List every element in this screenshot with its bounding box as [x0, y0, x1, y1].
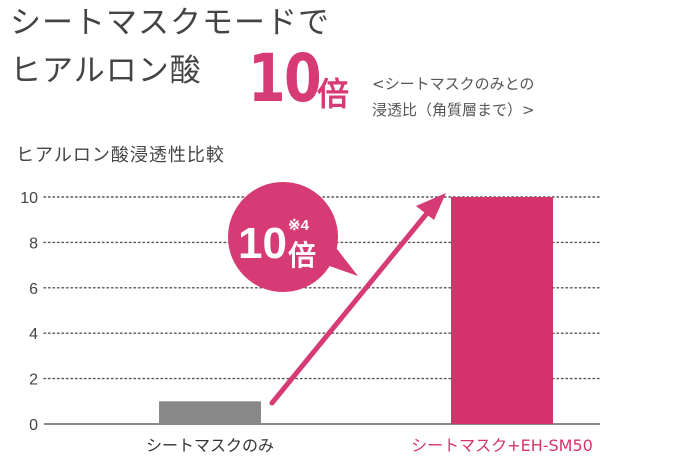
x-category-label: シートマスクのみ	[146, 436, 274, 455]
callout-footnote: ※4	[288, 217, 310, 234]
headline-note-line-2: 浸透比（角質層まで）>	[372, 101, 535, 119]
bars	[159, 197, 553, 424]
callout-unit: 倍	[288, 239, 316, 272]
y-tick-label: 4	[29, 326, 38, 343]
arrow-head	[416, 193, 446, 220]
headline-big-number: 10	[248, 40, 322, 117]
callout-bubble: 10 ※4 倍	[228, 182, 358, 292]
arrow-shaft	[269, 209, 431, 406]
y-tick-label: 6	[29, 281, 38, 298]
y-tick-label: 8	[29, 235, 38, 252]
callout-number: 10	[238, 219, 287, 268]
bar-1	[159, 401, 261, 424]
y-tick-label: 0	[29, 417, 38, 434]
y-tick-label: 2	[29, 372, 38, 389]
chart-title: ヒアルロン酸浸透性比較	[16, 145, 225, 166]
bar-2	[451, 197, 553, 424]
headline-line-1: シートマスクモードで	[10, 5, 330, 41]
x-category-label: シートマスク+EH-SM50	[411, 436, 593, 455]
callout-circle	[228, 182, 338, 292]
callout-tail	[318, 240, 358, 276]
headline-line-2: ヒアルロン酸	[10, 53, 202, 89]
x-axis-labels: シートマスクのみ シートマスク+EH-SM50	[146, 436, 593, 455]
headline-big-unit: 倍	[317, 75, 350, 113]
y-tick-label: 10	[20, 190, 38, 207]
headline-note-line-1: <シートマスクのみとの	[372, 75, 535, 93]
growth-arrow	[269, 193, 446, 406]
y-axis-ticks: 0 2 4 6 8 10	[20, 190, 38, 434]
